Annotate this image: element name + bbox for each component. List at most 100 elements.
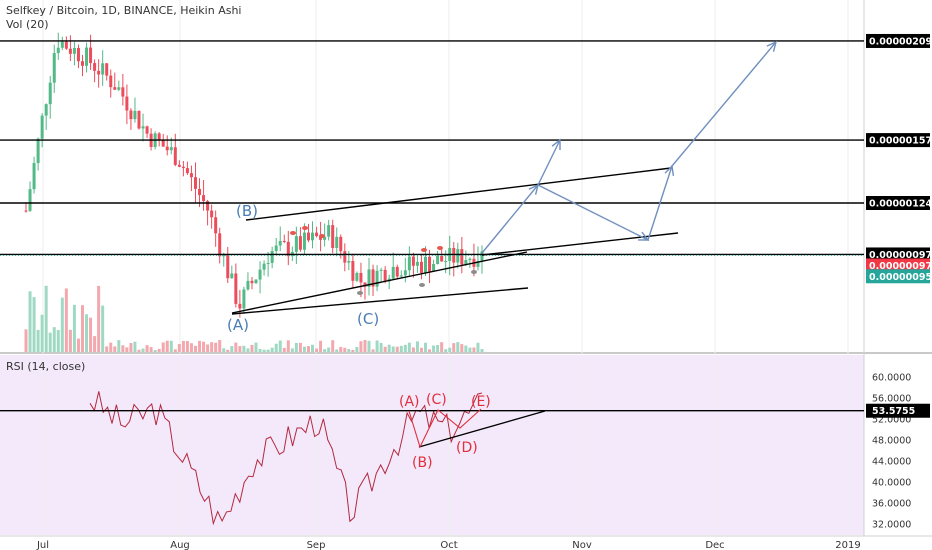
candle-body <box>113 87 117 90</box>
candle-body <box>391 266 395 279</box>
candle-body <box>262 263 266 270</box>
volume-bar <box>379 342 383 352</box>
volume-bar <box>319 340 323 352</box>
volume-bar <box>157 348 161 352</box>
volume-bar <box>411 347 415 352</box>
candle-body <box>121 87 125 97</box>
rsi-label-c: (C) <box>426 392 447 408</box>
volume-bar <box>80 305 84 352</box>
volume-bar <box>202 341 206 352</box>
candle-body <box>460 249 464 265</box>
rsi-level-tag-label: 53.5755 <box>872 406 915 417</box>
volume-bar <box>141 348 145 352</box>
volume-bar <box>436 345 440 352</box>
volume-bar <box>226 349 230 352</box>
candle-body <box>302 232 306 250</box>
candle-body <box>323 236 327 240</box>
volume-bar <box>133 341 137 352</box>
candle-body <box>161 140 165 147</box>
volume-bar <box>335 349 339 352</box>
rsi-label-d: (D) <box>456 440 478 456</box>
candle-body <box>395 266 399 277</box>
marker-dots <box>290 226 477 295</box>
candle-body <box>270 250 274 263</box>
rsi-label-e: (E) <box>471 394 491 410</box>
rsi-wave-lines <box>418 410 546 448</box>
volume-bar <box>189 343 193 352</box>
candle-body <box>189 173 193 178</box>
candle-body <box>315 232 319 237</box>
volume-bar <box>52 327 56 352</box>
candle-body <box>56 47 60 54</box>
wave-label-b: (B) <box>236 202 258 220</box>
volume-bar <box>419 347 423 352</box>
candle-body <box>456 249 460 263</box>
candle-body <box>198 188 202 196</box>
volume-bar <box>306 346 310 352</box>
price-tag-label: 0.00000095 <box>869 272 932 283</box>
volume-bar <box>355 346 359 352</box>
volume-bar <box>395 346 399 352</box>
volume-bar <box>60 297 64 352</box>
candle-body <box>60 41 64 48</box>
candle-body <box>411 256 415 266</box>
trendline-wedge-bottom <box>231 251 528 314</box>
volume-bar <box>302 346 306 352</box>
volume-bar <box>367 340 371 352</box>
volume-bar <box>327 347 331 352</box>
candle-body <box>335 236 339 248</box>
arrowhead <box>528 183 540 195</box>
volume-bar <box>72 304 76 352</box>
level-tag-label: 0.00000124 <box>869 199 932 210</box>
volume-bar <box>198 340 202 352</box>
volume-bar <box>185 341 189 352</box>
volume-bar <box>343 347 347 352</box>
candle-body <box>89 47 93 64</box>
candle-body <box>36 138 40 164</box>
candle-body <box>383 269 387 282</box>
volume-bar <box>258 348 262 352</box>
candle-body <box>407 256 411 271</box>
candle-body <box>210 210 214 218</box>
candle-body <box>468 258 472 261</box>
candle-body <box>432 264 436 272</box>
volume-bar <box>222 348 226 352</box>
candle-body <box>464 260 468 265</box>
candle-body <box>93 63 97 71</box>
volume-bar <box>472 347 476 352</box>
volume-bar <box>238 346 242 352</box>
time-axis-ticks: Jul Aug Sep Oct Nov Dec 2019 <box>36 540 861 550</box>
candle-body <box>331 225 335 248</box>
rsi-wave-labels: (A) (C) (E) (B) (D) <box>399 392 491 471</box>
volume-bar <box>468 347 472 352</box>
volume-bar <box>68 329 72 352</box>
x-tick-label: Aug <box>170 540 190 550</box>
trendline-upper-channel <box>245 167 672 221</box>
level-tag-label: 0.00000157 <box>869 136 932 147</box>
volume-bar <box>351 349 355 352</box>
dot-red <box>437 246 443 250</box>
volume-bar <box>480 349 484 352</box>
rsi-tick-label: 40.0000 <box>872 478 911 489</box>
level-tag <box>866 33 930 48</box>
volume-bar <box>24 329 28 352</box>
candle-body <box>80 61 84 66</box>
volume-bar <box>121 345 125 352</box>
rsi-tick-label: 44.0000 <box>872 457 911 468</box>
volume-bar <box>149 347 153 352</box>
volume-bar <box>456 342 460 352</box>
x-tick-label: Jul <box>36 540 49 550</box>
candle-body <box>367 269 371 287</box>
candle-body <box>117 87 121 90</box>
candle-body <box>375 270 379 287</box>
rsi-tick-label: 56.0000 <box>872 394 911 405</box>
rsi-trendline-bottom <box>418 410 546 448</box>
candle-body <box>32 163 36 190</box>
candle-body <box>306 232 310 241</box>
rsi-panel <box>0 355 864 535</box>
candle-body <box>137 110 141 129</box>
volume-bar <box>387 344 391 352</box>
candle-body <box>165 146 169 151</box>
volume-bar <box>315 348 319 352</box>
candle-body <box>76 48 80 62</box>
